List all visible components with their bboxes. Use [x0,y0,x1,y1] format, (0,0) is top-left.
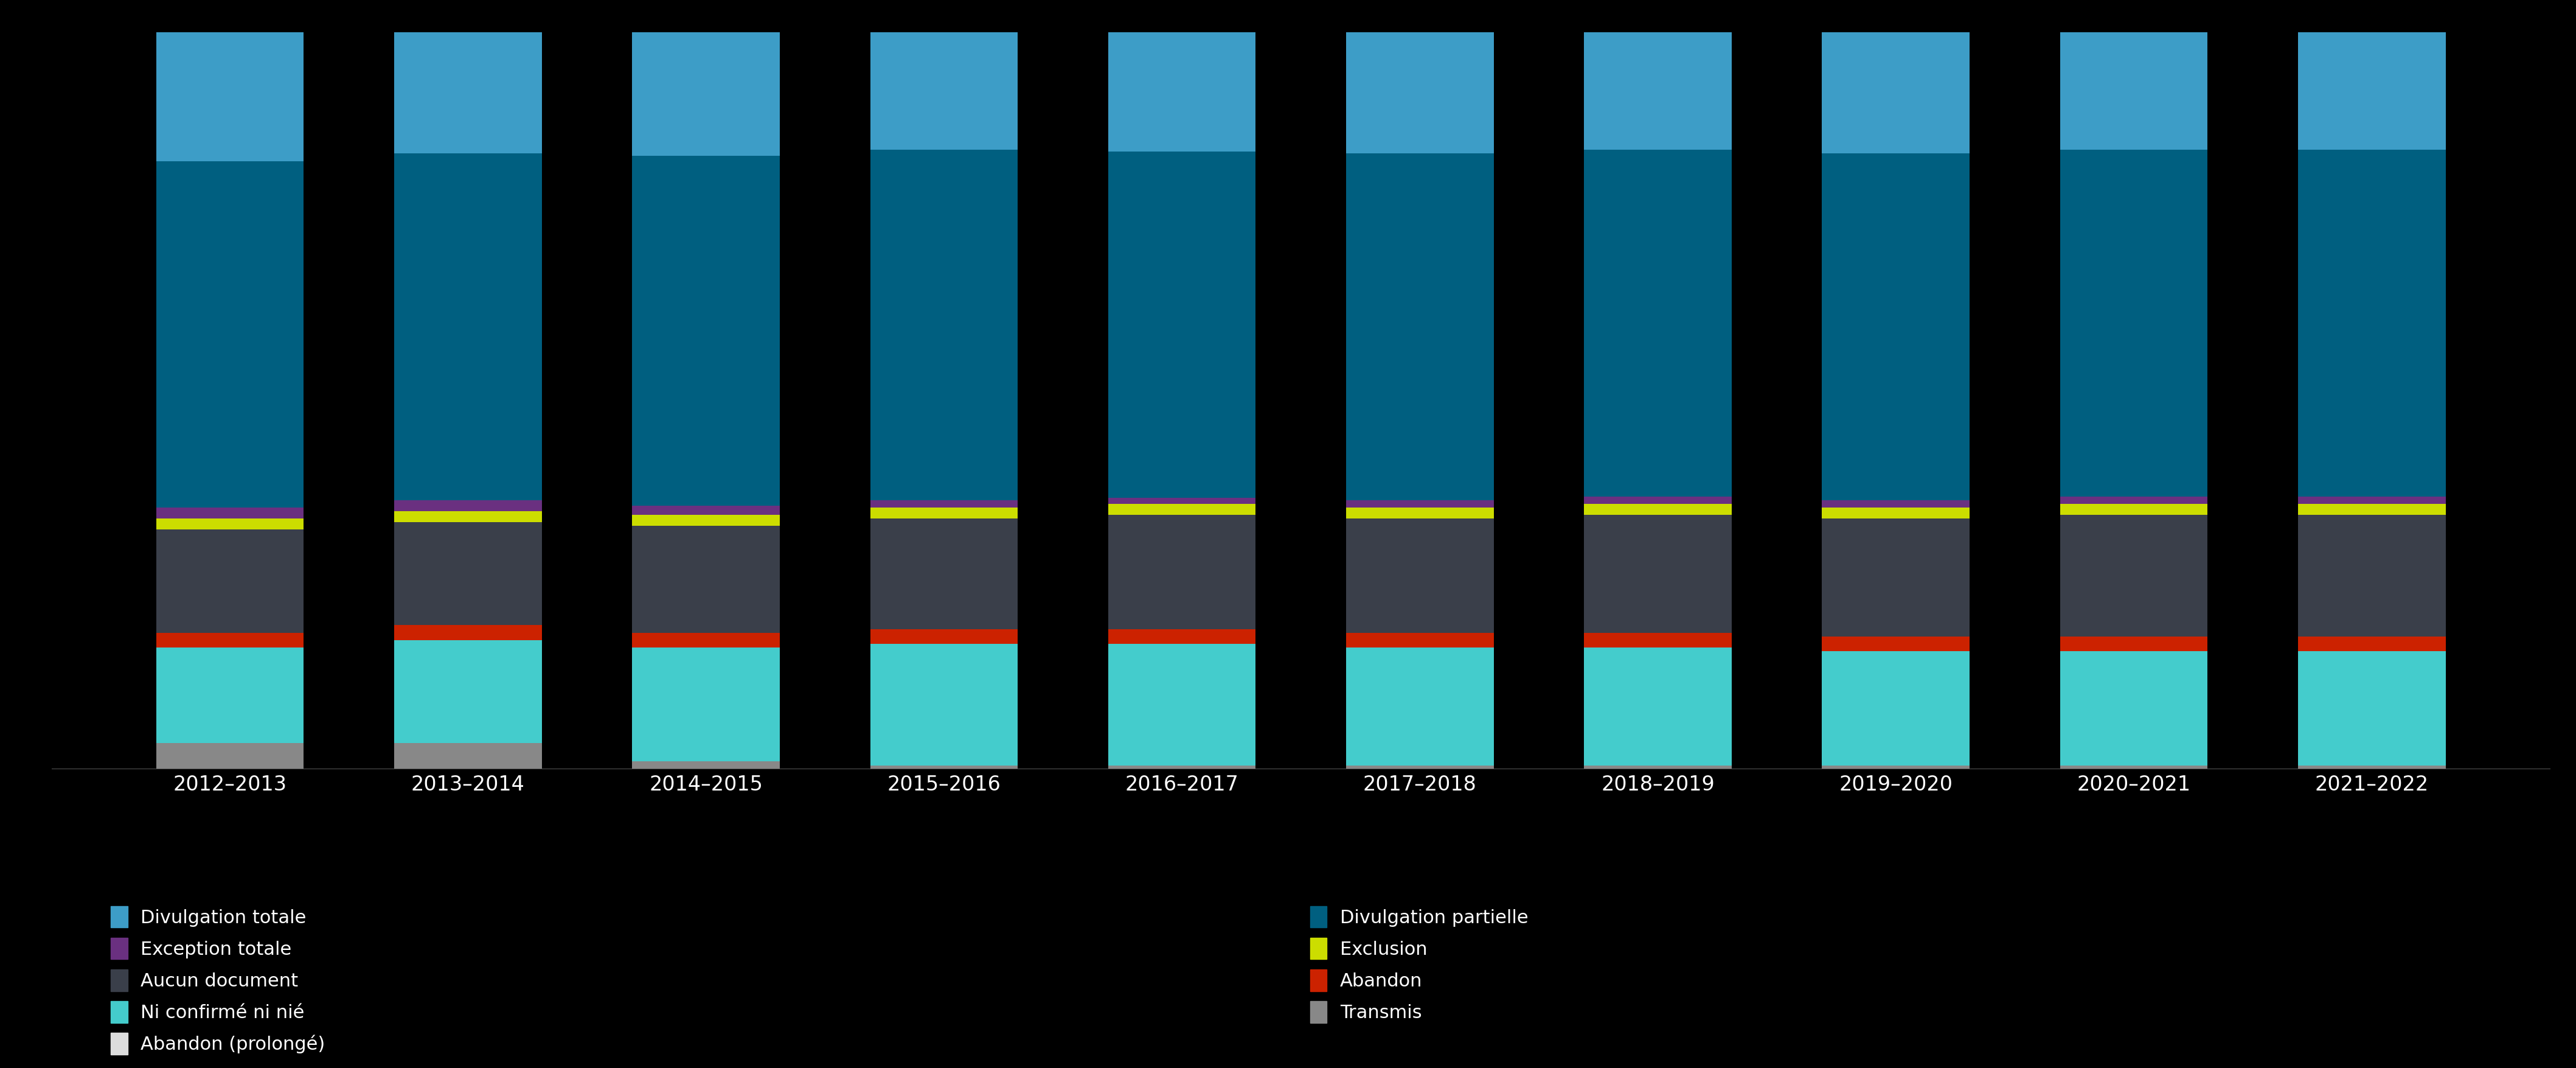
Bar [1584,504,1731,515]
Bar [2061,150,2208,497]
Bar [2061,637,2208,651]
Bar [871,150,1018,500]
Bar [631,761,781,769]
Bar [631,506,781,515]
Bar [2298,497,2445,504]
Bar [2298,32,2445,150]
Bar [2061,32,2208,150]
Bar [1821,32,1971,154]
Bar [2298,504,2445,515]
Bar [631,32,781,156]
Bar [2061,497,2208,504]
Bar [1584,150,1731,497]
Bar [1584,647,1731,766]
Bar [2061,651,2208,766]
Bar [1347,766,1494,769]
Bar [1347,507,1494,518]
Legend: Divulgation partielle, Exclusion, Abandon, Transmis, : Divulgation partielle, Exclusion, Abando… [1311,906,1528,1054]
Bar [2061,766,2208,769]
Bar [2298,651,2445,766]
Bar [1108,629,1255,644]
Bar [1108,644,1255,766]
Bar [1108,515,1255,629]
Bar [871,32,1018,150]
Bar [1108,498,1255,504]
Bar [1347,32,1494,154]
Bar [2061,504,2208,515]
Bar [394,500,541,512]
Bar [1347,518,1494,632]
Bar [1584,32,1731,150]
Bar [871,766,1018,769]
Bar [871,518,1018,629]
Bar [1584,497,1731,504]
Bar [2061,515,2208,637]
Bar [1584,766,1731,769]
Bar [1108,32,1255,152]
Bar [157,507,304,518]
Bar [394,32,541,154]
Bar [157,32,304,161]
Bar [394,512,541,522]
Bar [1347,647,1494,766]
Bar [1347,632,1494,647]
Bar [157,743,304,769]
Bar [1821,651,1971,766]
Bar [157,647,304,743]
Bar [631,515,781,525]
Bar [157,161,304,507]
Bar [1821,766,1971,769]
Bar [157,632,304,647]
Bar [394,154,541,500]
Bar [157,530,304,632]
Bar [1821,507,1971,518]
Bar [2298,637,2445,651]
Bar [1108,504,1255,515]
Bar [871,500,1018,507]
Bar [871,644,1018,766]
Bar [631,156,781,506]
Bar [1584,632,1731,647]
Bar [2298,515,2445,637]
Bar [157,518,304,530]
Bar [394,522,541,625]
Bar [1347,154,1494,500]
Bar [1821,154,1971,500]
Bar [1108,152,1255,498]
Bar [1347,500,1494,507]
Bar [2298,766,2445,769]
Bar [394,743,541,769]
Bar [631,647,781,761]
Bar [394,625,541,640]
Bar [631,525,781,632]
Bar [1821,518,1971,637]
Bar [1821,637,1971,651]
Bar [631,632,781,647]
Bar [1108,766,1255,769]
Bar [394,640,541,743]
Bar [871,629,1018,644]
Bar [871,507,1018,518]
Bar [1584,515,1731,632]
Bar [1821,500,1971,507]
Bar [2298,150,2445,497]
